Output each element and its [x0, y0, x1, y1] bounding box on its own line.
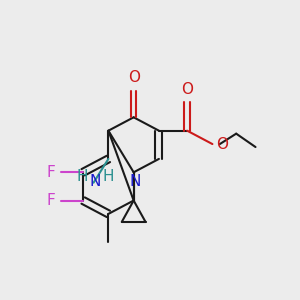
Text: O: O: [181, 82, 193, 97]
Text: O: O: [216, 136, 228, 152]
Text: F: F: [47, 165, 56, 180]
Text: F: F: [47, 193, 56, 208]
Text: N: N: [89, 174, 101, 189]
Text: O: O: [128, 70, 140, 85]
Text: N: N: [130, 174, 141, 189]
Text: H: H: [76, 169, 88, 184]
Text: H: H: [102, 169, 113, 184]
